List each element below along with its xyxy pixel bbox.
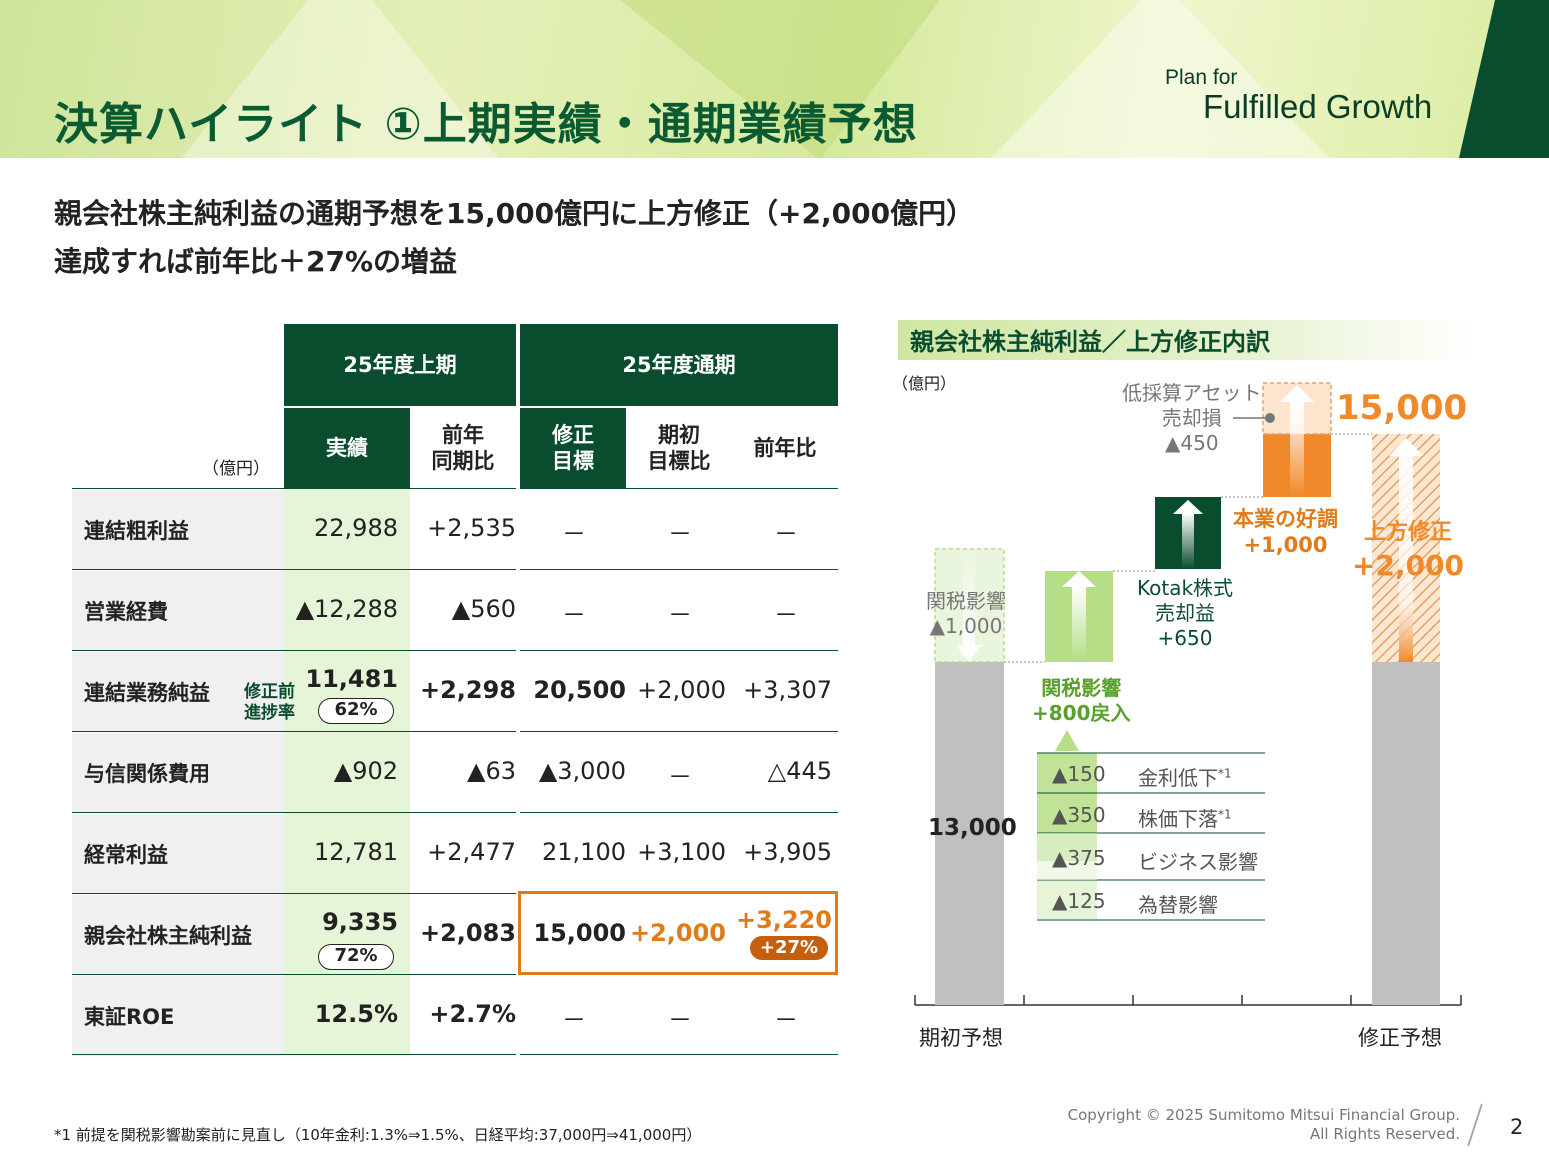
row-label: 連結粗利益	[72, 490, 284, 570]
label-core-business: 本業の好調 +1,000	[1233, 507, 1338, 558]
brand-line2: Fulfilled Growth	[1203, 88, 1433, 125]
breakdown-item: 株価下落*1	[1138, 807, 1232, 831]
bar-revised-forecast	[1372, 662, 1440, 1005]
breakdown-value: ▲375	[1052, 846, 1106, 870]
col-revised: 修正 目標	[520, 408, 626, 488]
progress-pill: 62%	[318, 698, 394, 724]
cell-vs-initial: +2,000	[629, 919, 726, 947]
row-label: 営業経費	[72, 571, 284, 651]
cell-revised: 20,500	[533, 676, 626, 704]
cell-revised: －	[562, 601, 586, 629]
label-low-profit: 低採算アセット 売却損 ▲450	[1122, 381, 1262, 455]
cell-revised: －	[562, 520, 586, 548]
cell-revised: －	[562, 1006, 586, 1034]
row-label: 東証ROE	[72, 976, 284, 1056]
cell-actual: ▲12,288	[295, 595, 398, 623]
cell-yoy2: +3,905	[743, 838, 832, 866]
cell-yoy1: +2,083	[419, 919, 516, 947]
cell-yoy2: +3,307	[743, 676, 832, 704]
breakdown-item: 為替影響	[1138, 893, 1218, 917]
brand-line1: Plan for	[1165, 66, 1238, 89]
breakdown-value: ▲350	[1052, 803, 1106, 827]
results-table: 25年度上期 25年度通期 実績 前年 同期比 修正 目標 期初 目標比 前年比…	[72, 324, 838, 1056]
cell-vs-initial: +3,100	[637, 838, 726, 866]
page-number: 2	[1510, 1115, 1524, 1139]
lead-line1: 親会社株主純利益の通期予想を15,000億円に上方修正（+2,000億円）	[54, 197, 975, 230]
header-full-year: 25年度通期	[520, 324, 838, 406]
cell-yoy2: －	[774, 601, 798, 629]
chart-title: 親会社株主純利益／上方修正内訳	[910, 328, 1270, 356]
cell-vs-initial: +2,000	[637, 676, 726, 704]
cell-vs-initial: －	[668, 1006, 692, 1034]
cell-revised: 15,000	[533, 919, 626, 947]
row-label: 経常利益	[72, 814, 284, 894]
breakdown-value: ▲125	[1052, 889, 1106, 913]
chart-unit: （億円）	[892, 374, 957, 393]
highlight-box	[518, 891, 838, 975]
x-label-revised: 修正予想	[1358, 1026, 1442, 1050]
breakdown-value: ▲150	[1052, 762, 1106, 786]
col-yoy-fy: 前年比	[753, 435, 817, 460]
footnote: *1 前提を関税影響勘案前に見直し（10年金利:1.3%⇒1.5%、日経平均:3…	[54, 1126, 702, 1144]
label-kotak: Kotak株式 売却益 +650	[1137, 576, 1234, 650]
cell-yoy2: +3,220	[735, 906, 832, 934]
breakdown-item: ビジネス影響	[1138, 850, 1258, 874]
cell-actual: 11,481	[305, 665, 398, 693]
label-start-value: 13,000	[928, 815, 1017, 841]
yoy-pct-badge: +27%	[750, 936, 828, 960]
cell-actual: 12.5%	[314, 1000, 398, 1028]
row-label: 与信関係費用	[72, 733, 284, 813]
col-actual: 実績	[284, 408, 410, 488]
label-revision: 上方修正 +2,000	[1352, 520, 1465, 582]
page-title: 決算ハイライト ①上期実績・通期業績予想	[54, 99, 918, 150]
cell-vs-initial: －	[668, 520, 692, 548]
col-vs-initial: 期初 目標比	[647, 422, 711, 473]
cell-yoy2: －	[774, 1006, 798, 1034]
cell-actual: 22,988	[314, 514, 398, 542]
cell-vs-initial: －	[668, 763, 692, 791]
cell-yoy1: +2,535	[427, 514, 516, 542]
lead-line2: 達成すれば前年比＋27%の増益	[54, 245, 458, 278]
cell-actual: 9,335	[322, 908, 398, 936]
cell-revised: 21,100	[542, 838, 626, 866]
progress-label: 修正前 進捗率	[244, 682, 295, 724]
breakdown-item: 金利低下*1	[1138, 766, 1232, 790]
row-label: 連結業務純益	[72, 652, 284, 732]
header-h1: 25年度上期	[284, 324, 516, 406]
x-label-initial: 期初予想	[919, 1026, 1003, 1050]
cell-yoy1: ▲63	[467, 757, 516, 785]
cell-actual: 12,781	[314, 838, 398, 866]
label-tariff2: 関税影響 +800戻入	[1032, 676, 1131, 725]
progress-pill: 72%	[318, 944, 394, 970]
cell-yoy2: △445	[767, 757, 832, 785]
table-unit: （億円）	[202, 459, 270, 479]
cell-yoy2: －	[774, 520, 798, 548]
cell-yoy1: ▲560	[451, 595, 516, 623]
bar-initial-forecast	[935, 662, 1004, 1005]
label-tariff1: 関税影響 ▲1,000	[926, 589, 1006, 638]
header-banner: 決算ハイライト ①上期実績・通期業績予想 Plan for Fulfilled …	[0, 0, 1549, 158]
cell-yoy1: +2,298	[419, 676, 516, 704]
chart-title-band: 親会社株主純利益／上方修正内訳	[898, 320, 1473, 360]
copyright: Copyright © 2025 Sumitomo Mitsui Financi…	[1067, 1106, 1460, 1143]
cell-yoy1: +2.7%	[429, 1000, 516, 1028]
cell-revised: ▲3,000	[538, 757, 626, 785]
cell-yoy1: +2,477	[427, 838, 516, 866]
row-label: 親会社株主純利益	[72, 895, 284, 975]
col-yoy-h1: 前年 同期比	[431, 422, 495, 473]
label-end-value: 15,000	[1336, 388, 1468, 428]
cell-vs-initial: －	[668, 601, 692, 629]
cell-actual: ▲902	[333, 757, 398, 785]
